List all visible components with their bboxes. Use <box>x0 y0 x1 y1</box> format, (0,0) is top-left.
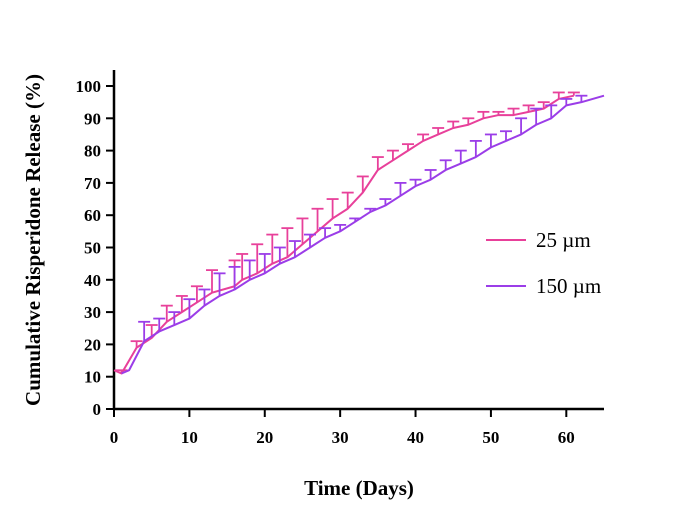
y-tick-label: 0 <box>93 400 102 419</box>
x-tick-label: 10 <box>181 428 198 447</box>
y-tick-label: 10 <box>84 368 101 387</box>
y-tick-label: 60 <box>84 206 101 225</box>
y-tick-label: 20 <box>84 335 101 354</box>
y-tick-label: 90 <box>84 109 101 128</box>
x-tick-label: 20 <box>256 428 273 447</box>
x-tick-label: 0 <box>110 428 119 447</box>
y-axis-title: Cumulative Risperidone Release (%) <box>21 74 45 406</box>
x-tick-label: 60 <box>558 428 575 447</box>
series-2 <box>121 94 605 375</box>
y-tick-label: 30 <box>84 303 101 322</box>
y-tick-label: 100 <box>76 77 102 96</box>
series-layer <box>113 91 605 375</box>
y-tick-label: 50 <box>84 239 101 258</box>
series-1 <box>113 91 580 375</box>
y-tick-label: 70 <box>84 174 101 193</box>
x-axis-title: Time (Days) <box>304 476 414 500</box>
legend-label: 150 µm <box>536 274 601 298</box>
series-line <box>121 94 605 375</box>
axes: 0 10 20 30 40 50 60 70 80 90 100 0 10 20 30 40 50 60 <box>76 70 604 447</box>
x-tick-label: 50 <box>482 428 499 447</box>
y-tick-label: 40 <box>84 271 101 290</box>
series-line <box>113 94 575 375</box>
legend: 25 µm 150 µm <box>486 228 601 298</box>
x-tick-label: 30 <box>332 428 349 447</box>
y-tick-label: 80 <box>84 142 101 161</box>
x-tick-label: 40 <box>407 428 424 447</box>
legend-label: 25 µm <box>536 228 591 252</box>
